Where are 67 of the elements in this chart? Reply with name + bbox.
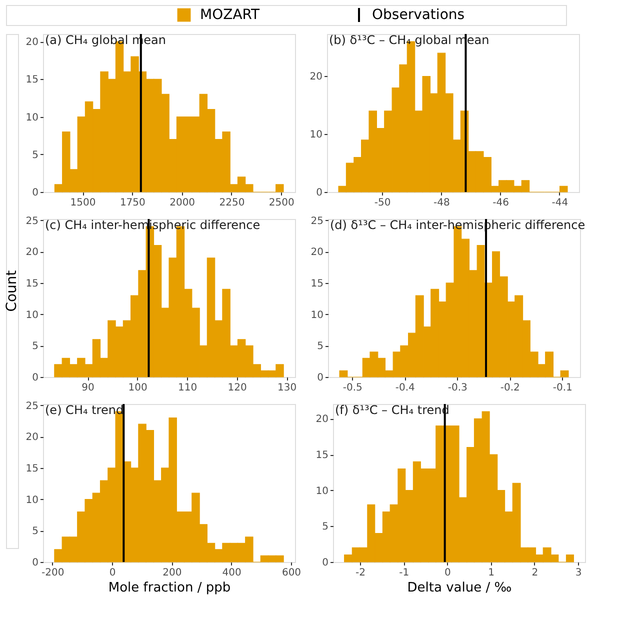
x-tick-label: 3 (575, 568, 582, 578)
x-tick-label: 0 (444, 568, 451, 578)
y-tick-label: 15 (26, 278, 38, 290)
x-tick-label: 2 (532, 568, 538, 578)
x-tick-label: 600 (282, 568, 302, 578)
y-tick-label: 0 (32, 188, 38, 198)
x-tick-label: 200 (162, 568, 182, 578)
x-tick-label: 1500 (70, 198, 96, 208)
y-tick-label: 10 (310, 310, 324, 321)
y-tick-label: 10 (26, 112, 38, 124)
y-tick-label: 0 (32, 558, 38, 568)
y-tick-label: 25 (310, 216, 324, 227)
y-tick-label: 20 (26, 37, 38, 48)
y-tick-label: 5 (32, 526, 38, 538)
x-tick-label: 0 (109, 568, 116, 578)
y-tick-label: 0 (317, 372, 324, 384)
x-axis-title: Mole fraction / ppb (108, 580, 231, 596)
legend-label: Observations (372, 7, 465, 23)
y-tick-label: 15 (310, 278, 324, 290)
y-tick-label: 5 (32, 150, 38, 161)
legend-label: MOZART (200, 7, 260, 23)
y-tick-label: 5 (32, 341, 38, 352)
x-tick-label: 100 (128, 382, 148, 394)
y-tick-label: 20 (310, 247, 324, 258)
y-tick-label: 5 (317, 341, 324, 352)
x-tick-label: -0.3 (448, 382, 468, 394)
x-tick-label: -50 (374, 198, 391, 208)
x-tick-label: -0.2 (500, 382, 520, 394)
y-tick-label: 15 (316, 450, 328, 462)
y-tick-label: 10 (316, 486, 328, 497)
x-tick-label: -48 (433, 198, 450, 208)
y-axis-title: Count (4, 270, 20, 312)
y-tick-label: 25 (26, 216, 38, 227)
x-axis-title: Delta value / ‰ (407, 580, 512, 596)
x-tick-label: 120 (228, 382, 247, 394)
x-tick-label: 2250 (219, 198, 245, 208)
x-tick-label: -44 (552, 198, 568, 208)
y-tick-label: 20 (26, 432, 38, 444)
x-tick-label: -0.5 (342, 382, 362, 394)
y-tick-label: 5 (322, 522, 328, 533)
x-tick-label: 130 (277, 382, 297, 394)
y-tick-label: 20 (26, 247, 38, 258)
y-tick-label: 20 (316, 414, 328, 426)
y-tick-label: 25 (26, 400, 38, 412)
y-tick-label: 0 (316, 188, 322, 198)
y-tick-label: 10 (26, 310, 38, 321)
x-tick-label: 400 (222, 568, 242, 578)
x-tick-label: -0.4 (395, 382, 415, 394)
y-tick-label: 20 (310, 72, 322, 83)
y-tick-label: 15 (26, 74, 38, 86)
x-tick-label: 2500 (268, 198, 294, 208)
x-tick-label: 1 (488, 568, 495, 578)
y-tick-label: 0 (32, 372, 38, 384)
x-tick-label: 90 (82, 382, 94, 394)
y-tick-label: 0 (322, 558, 328, 568)
x-tick-label: -200 (42, 568, 64, 578)
chart-title: (e) CH₄ trend (45, 403, 124, 417)
x-tick-label: -1 (399, 568, 410, 578)
x-tick-label: 2000 (170, 198, 196, 208)
x-tick-label: 110 (178, 382, 198, 394)
x-tick-label: -46 (492, 198, 509, 208)
y-tick-label: 10 (26, 494, 38, 506)
x-tick-label: -2 (356, 568, 366, 578)
x-tick-label: 1750 (120, 198, 146, 208)
y-tick-label: 15 (26, 463, 38, 474)
y-tick-label: 10 (310, 130, 322, 141)
x-tick-label: -0.1 (552, 382, 572, 394)
